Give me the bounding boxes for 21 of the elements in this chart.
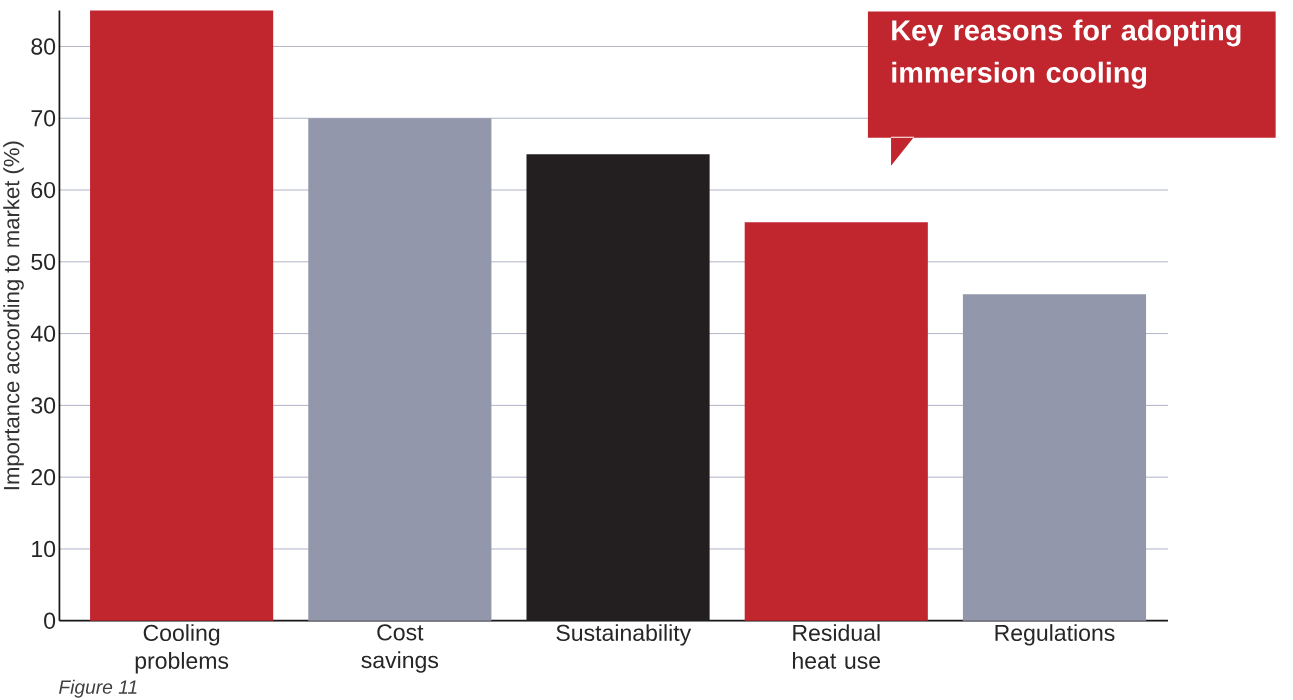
x-tick-label: Cooling problems	[135, 624, 229, 674]
y-tick-label: 30	[31, 397, 56, 414]
x-tick-label: Regulations	[995, 624, 1115, 646]
text: Key reasons for adopting immersion cooling	[892, 19, 1241, 89]
bar	[308, 118, 492, 621]
x-tick-label: Residual heat use	[793, 624, 881, 670]
y-tick-label: 70	[31, 110, 56, 127]
bar	[962, 294, 1147, 621]
y-tick-label: 0	[44, 612, 56, 630]
bar	[744, 222, 928, 621]
y-tick-label: 60	[31, 182, 56, 199]
x-tick-label: Cost savings	[361, 624, 439, 673]
y-axis-title: Importance according to market (%)	[3, 141, 24, 490]
caption: Figure 11	[59, 679, 137, 698]
x-tick-label: Sustainability	[556, 624, 692, 646]
y-tick-label: 40	[30, 325, 56, 342]
y-tick-label: 10	[32, 540, 56, 558]
bar	[90, 10, 274, 621]
y-tick-label: 80	[31, 38, 56, 55]
y-tick-label: 50	[31, 253, 56, 271]
y-tick-label: 20	[31, 469, 56, 486]
